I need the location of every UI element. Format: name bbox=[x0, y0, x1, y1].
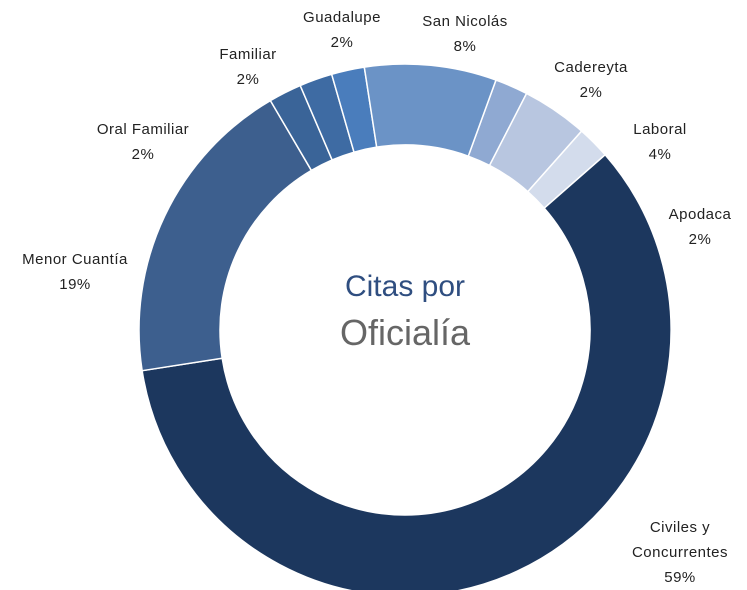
value-label: 2% bbox=[330, 34, 354, 51]
value-label: 2% bbox=[131, 146, 155, 163]
category-label: Oral Familiar bbox=[96, 121, 190, 138]
category-label: Laboral bbox=[633, 121, 687, 138]
segment-label: Laboral 4% bbox=[633, 117, 687, 167]
donut-segment bbox=[363, 63, 497, 158]
value-label: 19% bbox=[59, 276, 91, 293]
value-label: 4% bbox=[648, 146, 672, 163]
segment-label: Cadereyta 2% bbox=[554, 55, 628, 105]
segment-label: Oral Familiar 2% bbox=[97, 117, 189, 167]
segment-label: Menor Cuantía 19% bbox=[22, 247, 128, 297]
value-label: 8% bbox=[453, 38, 477, 55]
category-label: Civiles y Concurrentes bbox=[631, 519, 729, 561]
category-label: Familiar bbox=[219, 46, 277, 63]
segment-label: San Nicolás 8% bbox=[422, 9, 508, 59]
category-label: Cadereyta bbox=[554, 59, 628, 76]
segment-label: Familiar 2% bbox=[219, 42, 276, 92]
value-label: 2% bbox=[579, 84, 603, 101]
value-label: 59% bbox=[664, 569, 696, 586]
donut-segment bbox=[141, 153, 672, 590]
category-label: Menor Cuantía bbox=[22, 251, 128, 268]
value-label: 2% bbox=[236, 71, 260, 88]
segment-label: Civiles y Concurrentes 59% bbox=[625, 515, 735, 590]
segment-label: Guadalupe 2% bbox=[303, 5, 381, 55]
category-label: San Nicolás bbox=[422, 13, 508, 30]
chart-subtitle: Oficialía bbox=[339, 312, 471, 353]
chart-title: Citas por bbox=[344, 270, 466, 303]
category-label: Guadalupe bbox=[303, 9, 381, 26]
value-label: 2% bbox=[688, 231, 712, 248]
category-label: Apodaca bbox=[668, 206, 732, 223]
segment-label: Apodaca 2% bbox=[669, 202, 732, 252]
